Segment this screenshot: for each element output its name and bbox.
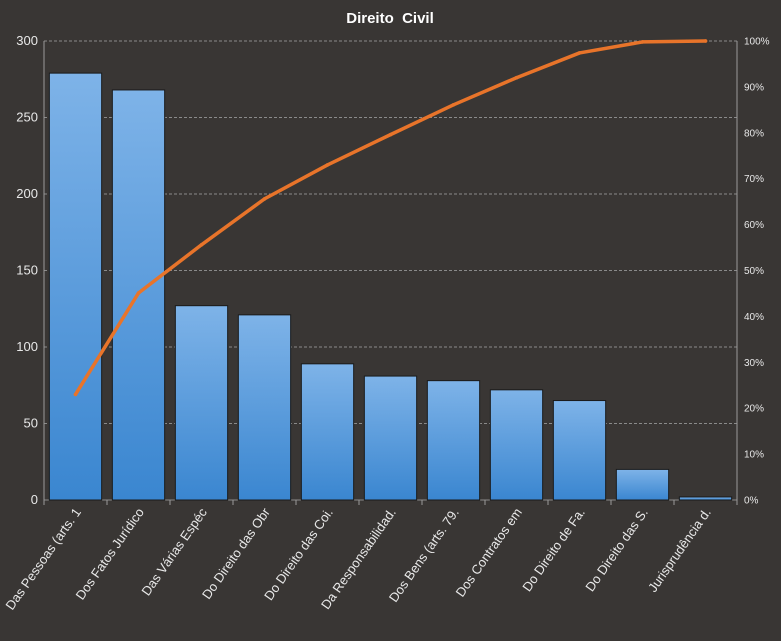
line-point [451,103,456,107]
bar [174,305,229,501]
bar [678,496,733,501]
right-tick-label: 50% [744,266,764,277]
right-tick-label: 20% [744,404,764,415]
right-tick-label: 80% [744,128,764,139]
right-tick-label: 0% [744,496,759,507]
x-tick-label: Do Direito das S. [582,505,651,594]
cumulative-line [73,39,708,397]
right-tick-label: 60% [744,220,764,231]
x-tick-label: Do Direito das Obr [199,505,273,602]
left-tick-label: 200 [16,186,38,201]
left-tick-label: 250 [16,110,38,125]
bar [300,363,355,501]
bar [48,72,103,501]
line-point [388,132,393,137]
bar-series [48,72,733,501]
right-y-axis: 0% 10% 20% 30% 40% 50% 60% 70% 80% 90% 100% [736,37,770,507]
bar [489,389,544,501]
line-point [136,291,141,295]
line-point [514,75,519,80]
x-tick-label: Das Pessoas (arts. 1 [2,505,83,612]
x-tick-label: Dos Bens (arts. 79. [386,505,462,605]
line-point [640,40,645,44]
left-tick-label: 100 [16,339,38,354]
line-point [199,242,204,247]
left-tick-label: 150 [16,263,38,278]
right-tick-label: 100% [744,37,770,48]
bar [111,89,166,501]
right-tick-label: 40% [744,312,764,323]
right-tick-label: 90% [744,82,764,93]
bar [426,380,481,501]
bar [615,468,670,501]
chart-title: Direito Civil [346,10,434,27]
left-tick-label: 0 [31,492,38,507]
left-tick-label: 50 [24,416,38,431]
right-tick-label: 10% [744,450,764,461]
line-point [73,392,78,397]
right-tick-label: 30% [744,358,764,369]
x-tick-label: Das Várias Espéc [138,505,210,599]
bar [363,375,418,501]
bar [237,314,292,501]
x-tick-label: Do Direito das Coi. [261,505,336,603]
line-point [325,163,330,167]
line-point [703,39,708,43]
line-point [262,197,267,201]
x-tick-label: Jurisprudência d. [645,505,714,595]
left-tick-label: 300 [16,33,38,48]
right-tick-label: 70% [744,174,764,185]
bar [552,400,607,501]
x-tick-label: Dos Fatos Jurídico [73,505,147,602]
left-y-axis: 0 50 100 150 200 250 300 [16,33,45,507]
x-tick-label: Do Direito de Fa. [519,505,588,594]
line-point [577,51,582,55]
cumulative-line-series [73,39,708,397]
x-tick-label: Dos Contratos em [453,505,525,599]
